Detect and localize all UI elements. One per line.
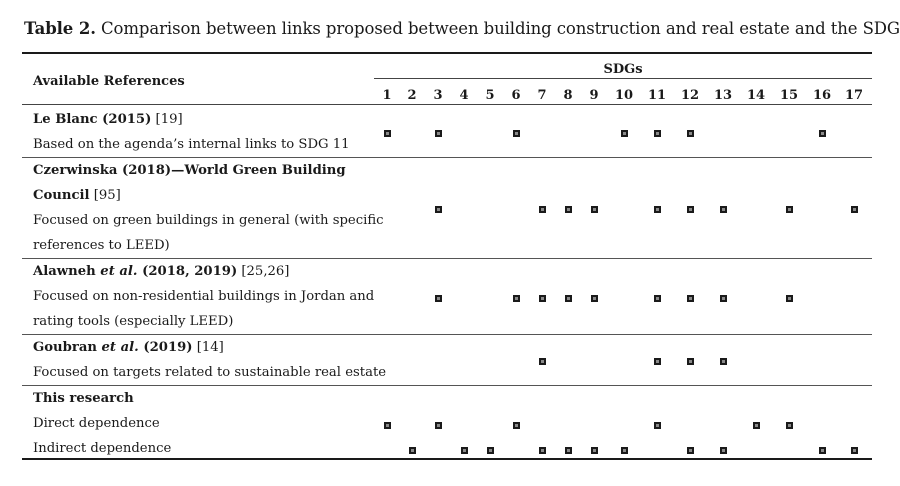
sdg-link-marker bbox=[785, 206, 793, 213]
sdg-link-marker bbox=[752, 421, 760, 429]
sdg-column-10: 10 bbox=[614, 88, 634, 103]
sdg-link-marker bbox=[408, 446, 416, 454]
sdg-column-17: 17 bbox=[844, 88, 864, 103]
sdg-column-16: 16 bbox=[812, 88, 832, 103]
sdg-link-marker bbox=[383, 130, 391, 137]
sdg-link-marker bbox=[686, 358, 694, 365]
row-separator bbox=[22, 258, 872, 259]
sdg-link-marker bbox=[719, 358, 727, 365]
table-label: Table 2. bbox=[24, 19, 96, 38]
reference-line: Czerwinska (2018)—World Green Building bbox=[33, 163, 346, 178]
sdg-column-14: 14 bbox=[746, 88, 766, 103]
available-references-header: Available References bbox=[33, 74, 185, 89]
sdgs-underline bbox=[374, 78, 872, 79]
sdg-column-2: 2 bbox=[407, 88, 417, 103]
sdg-link-marker bbox=[538, 294, 546, 302]
sdg-link-marker bbox=[719, 206, 727, 213]
sdg-link-marker bbox=[434, 294, 442, 302]
sdgs-header: SDGs bbox=[603, 62, 643, 77]
sdg-link-marker bbox=[686, 206, 694, 213]
sdg-link-marker bbox=[653, 294, 661, 302]
sdg-link-marker bbox=[620, 130, 628, 137]
sdg-link-marker bbox=[538, 206, 546, 213]
sdg-column-9: 9 bbox=[589, 88, 599, 103]
sdg-link-marker bbox=[538, 358, 546, 365]
sdg-link-marker bbox=[850, 206, 858, 213]
sdg-link-marker bbox=[620, 446, 628, 454]
sdg-link-marker bbox=[434, 421, 442, 429]
sdg-link-marker bbox=[653, 358, 661, 365]
sdg-link-marker bbox=[590, 446, 598, 454]
sdg-column-12: 12 bbox=[680, 88, 700, 103]
reference-line: This research bbox=[33, 391, 134, 406]
sdg-link-marker bbox=[434, 206, 442, 213]
sdg-link-marker bbox=[538, 446, 546, 454]
reference-line: Goubran et al. (2019) [14] bbox=[33, 340, 224, 355]
sdg-link-marker bbox=[653, 130, 661, 137]
reference-line: Focused on green buildings in general (w… bbox=[33, 213, 384, 228]
sdg-link-marker bbox=[686, 294, 694, 302]
sdg-link-marker bbox=[383, 421, 391, 429]
reference-line: rating tools (especially LEED) bbox=[33, 314, 234, 329]
sdg-column-6: 6 bbox=[511, 88, 521, 103]
sdg-link-marker bbox=[564, 294, 572, 302]
sdg-column-15: 15 bbox=[779, 88, 799, 103]
row-separator bbox=[22, 385, 872, 386]
table-title: Comparison between links proposed betwee… bbox=[95, 19, 900, 38]
sdg-link-marker bbox=[590, 206, 598, 213]
top-rule bbox=[22, 52, 872, 54]
sdg-link-marker bbox=[460, 446, 468, 454]
sdg-link-marker bbox=[785, 294, 793, 302]
sdg-link-marker bbox=[512, 130, 520, 137]
sdg-link-marker bbox=[564, 446, 572, 454]
sdg-column-8: 8 bbox=[563, 88, 573, 103]
sdg-column-4: 4 bbox=[459, 88, 469, 103]
reference-line: Indirect dependence bbox=[33, 441, 172, 456]
sdg-link-marker bbox=[850, 446, 858, 454]
sdg-column-5: 5 bbox=[485, 88, 495, 103]
row-separator bbox=[22, 157, 872, 158]
sdg-link-marker bbox=[719, 446, 727, 454]
sdg-link-marker bbox=[653, 421, 661, 429]
sdg-link-marker bbox=[590, 294, 598, 302]
sdg-column-13: 13 bbox=[713, 88, 733, 103]
sdg-link-marker bbox=[719, 294, 727, 302]
row-separator bbox=[22, 334, 872, 335]
bottom-rule bbox=[22, 458, 872, 460]
reference-line: Direct dependence bbox=[33, 416, 160, 431]
reference-line: Focused on non-residential buildings in … bbox=[33, 289, 375, 304]
sdg-column-7: 7 bbox=[537, 88, 547, 103]
reference-line: Le Blanc (2015) [19] bbox=[33, 112, 183, 127]
sdg-link-marker bbox=[818, 446, 826, 454]
sdg-link-marker bbox=[818, 130, 826, 137]
sdg-link-marker bbox=[686, 446, 694, 454]
sdg-link-marker bbox=[486, 446, 494, 454]
reference-line: Council [95] bbox=[33, 188, 121, 203]
reference-line: Alawneh et al. (2018, 2019) [25,26] bbox=[33, 264, 290, 279]
reference-line: Focused on targets related to sustainabl… bbox=[33, 365, 387, 380]
header-rule bbox=[22, 104, 872, 105]
sdg-link-marker bbox=[564, 206, 572, 213]
reference-line: Based on the agenda’s internal links to … bbox=[33, 137, 350, 152]
sdg-link-marker bbox=[785, 421, 793, 429]
sdg-link-marker bbox=[512, 294, 520, 302]
sdg-link-marker bbox=[653, 206, 661, 213]
sdg-link-marker bbox=[434, 130, 442, 137]
sdg-column-11: 11 bbox=[647, 88, 667, 103]
table-caption: Table 2. Comparison between links propos… bbox=[24, 19, 900, 38]
reference-line: references to LEED) bbox=[33, 238, 170, 253]
sdg-link-marker bbox=[686, 130, 694, 137]
sdg-column-3: 3 bbox=[433, 88, 443, 103]
sdg-column-1: 1 bbox=[382, 88, 392, 103]
sdg-link-marker bbox=[512, 421, 520, 429]
